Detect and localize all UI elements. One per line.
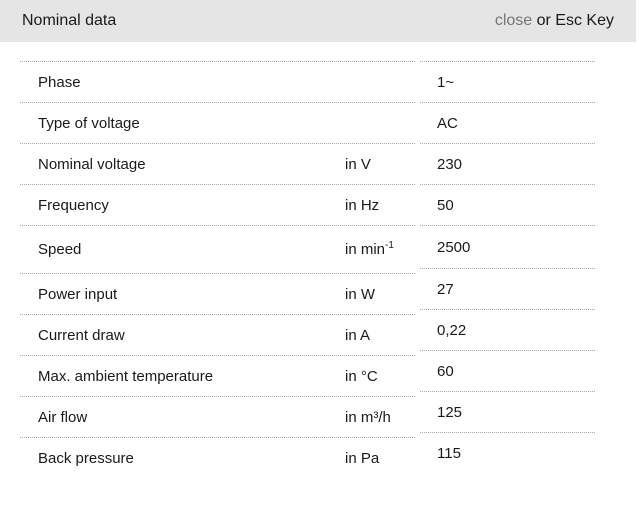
table-row: Back pressure in Pa — [20, 437, 415, 478]
row-unit-superscript: -1 — [385, 240, 394, 251]
nominal-data-dialog: Nominal data close or Esc Key Phase Type … — [0, 0, 639, 478]
row-unit: in °C — [345, 367, 378, 385]
row-label: Power input — [38, 285, 118, 303]
row-value: 115 — [437, 444, 461, 462]
row-value: 50 — [437, 196, 454, 214]
close-area: close or Esc Key — [495, 12, 614, 30]
row-value: 230 — [437, 155, 463, 173]
table-row-value: 115 — [420, 432, 595, 473]
row-value: 2500 — [437, 238, 471, 256]
table-row-value: 0,22 — [420, 309, 595, 350]
row-label: Current draw — [38, 326, 125, 344]
table-row-value: 60 — [420, 350, 595, 391]
row-unit: in A — [345, 326, 371, 344]
row-value: 125 — [437, 403, 463, 421]
row-value: 27 — [437, 280, 454, 298]
table-row-value: 1~ — [420, 61, 595, 102]
labels-units-column: Phase Type of voltage Nominal voltage in V F… — [20, 61, 415, 478]
row-label: Air flow — [38, 408, 88, 426]
row-value: 60 — [437, 362, 454, 380]
esc-key-hint: or Esc Key — [532, 12, 614, 29]
dialog-title: Nominal data — [22, 12, 117, 29]
table-row: Speed in min-1 — [20, 225, 415, 273]
row-label: Frequency — [38, 196, 109, 214]
table-row: Type of voltage — [20, 102, 415, 143]
table-row: Current draw in A — [20, 314, 415, 355]
table-row-value: AC — [420, 102, 595, 143]
row-unit: in m³/h — [345, 408, 391, 426]
row-unit: in W — [345, 285, 375, 303]
table-row: Max. ambient temperature in °C — [20, 355, 415, 396]
row-unit: in min-1 — [345, 240, 394, 259]
row-label: Phase — [38, 73, 81, 91]
dialog-header: Nominal data close or Esc Key — [0, 0, 636, 42]
row-label: Back pressure — [38, 449, 134, 467]
row-label: Max. ambient temperature — [38, 367, 214, 385]
table-row: Nominal voltage in V — [20, 143, 415, 184]
table-row: Power input in W — [20, 273, 415, 314]
table-row-value: 27 — [420, 268, 595, 309]
table-row: Phase — [20, 61, 415, 102]
table-row: Air flow in m³/h — [20, 396, 415, 437]
table-row-value: 230 — [420, 143, 595, 184]
row-unit: in Pa — [345, 449, 380, 467]
row-unit: in Hz — [345, 196, 380, 214]
row-unit: in V — [345, 155, 371, 173]
table-row-value: 125 — [420, 391, 595, 432]
table-row-value: 2500 — [420, 225, 595, 268]
row-value: 1~ — [437, 73, 455, 91]
table-row: Frequency in Hz — [20, 184, 415, 225]
row-value: 0,22 — [437, 321, 467, 339]
nominal-data-table: Phase Type of voltage Nominal voltage in V F… — [20, 61, 639, 478]
table-row-value: 50 — [420, 184, 595, 225]
row-value: AC — [437, 114, 458, 132]
close-button[interactable]: close — [494, 12, 533, 29]
values-column: 1~ AC 230 50 2500 27 0,22 60 125 115 — [420, 61, 595, 473]
row-label: Speed — [38, 241, 82, 258]
row-label: Nominal voltage — [38, 155, 146, 173]
row-label: Type of voltage — [38, 114, 140, 132]
